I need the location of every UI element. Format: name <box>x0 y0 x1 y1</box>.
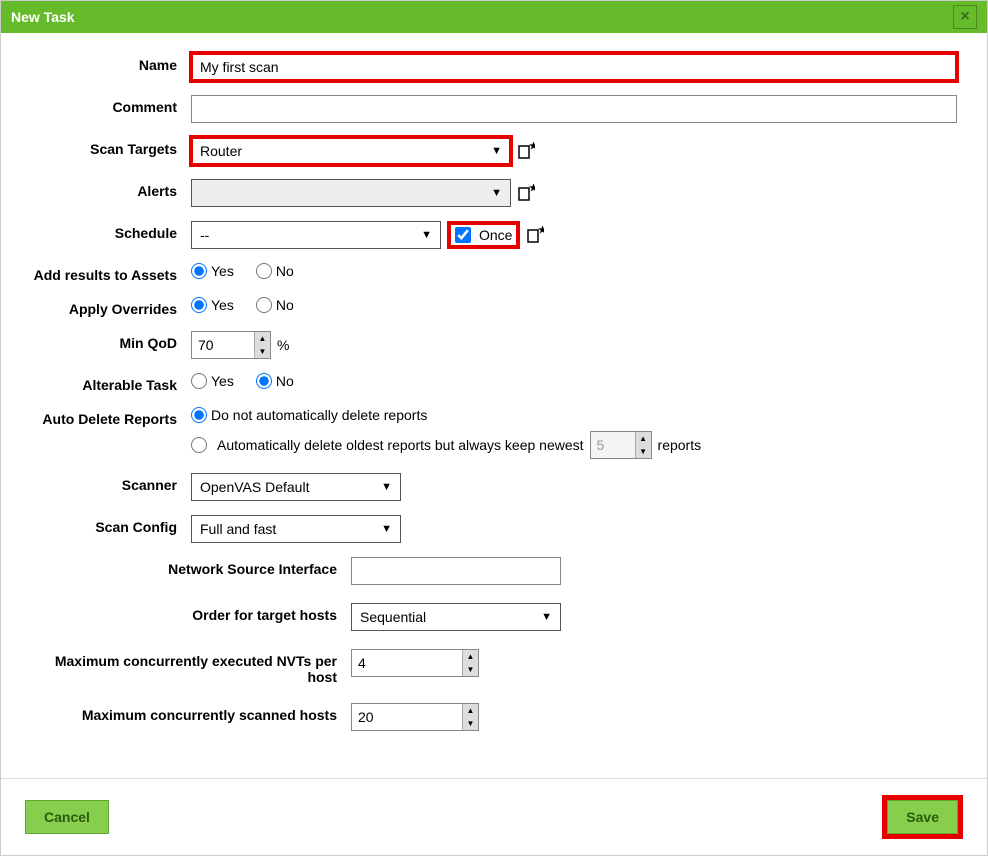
add-assets-yes[interactable]: Yes <box>191 263 234 279</box>
new-schedule-icon[interactable]: ★ <box>526 226 544 244</box>
scan-config-value: Full and fast <box>200 521 276 537</box>
chevron-down-icon: ▼ <box>491 187 502 199</box>
close-icon: × <box>960 9 969 25</box>
alterable-yes-radio[interactable] <box>191 373 207 389</box>
alterable-no[interactable]: No <box>256 373 294 389</box>
alterable-yes[interactable]: Yes <box>191 373 234 389</box>
overrides-yes-radio[interactable] <box>191 297 207 313</box>
max-nvts-label: Maximum concurrently executed NVTs per h… <box>31 649 351 685</box>
schedule-once-label: Once <box>479 227 512 243</box>
cancel-button[interactable]: Cancel <box>25 800 109 834</box>
add-assets-label: Add results to Assets <box>31 263 191 283</box>
scan-targets-select[interactable]: Router ▼ <box>191 137 511 165</box>
schedule-value: -- <box>200 227 209 243</box>
scanner-select[interactable]: OpenVAS Default ▼ <box>191 473 401 501</box>
dialog-header: New Task × <box>1 1 987 33</box>
spinner: ▲▼ <box>462 650 478 676</box>
spin-up[interactable]: ▲ <box>462 650 478 663</box>
add-assets-no-radio[interactable] <box>256 263 272 279</box>
spin-down[interactable]: ▼ <box>635 445 651 458</box>
chevron-down-icon: ▼ <box>421 229 432 241</box>
order-value: Sequential <box>360 609 426 625</box>
auto-delete-opt2-pre: Automatically delete oldest reports but … <box>217 437 584 453</box>
spin-up[interactable]: ▲ <box>254 332 270 345</box>
scan-targets-value: Router <box>200 143 242 159</box>
dialog-title: New Task <box>11 9 75 25</box>
min-qod-label: Min QoD <box>31 331 191 351</box>
order-label: Order for target hosts <box>31 603 351 623</box>
order-select[interactable]: Sequential ▼ <box>351 603 561 631</box>
chevron-down-icon: ▼ <box>541 611 552 623</box>
scanner-label: Scanner <box>31 473 191 493</box>
auto-delete-opt1-label: Do not automatically delete reports <box>211 407 427 423</box>
auto-delete-opt1-radio[interactable] <box>191 407 207 423</box>
svg-text:★: ★ <box>538 226 544 236</box>
chevron-down-icon: ▼ <box>381 481 392 493</box>
schedule-once-wrap: Once <box>447 221 520 249</box>
alerts-select[interactable]: ▼ <box>191 179 511 207</box>
svg-text:★: ★ <box>529 184 535 194</box>
schedule-once-checkbox[interactable] <box>455 227 471 243</box>
add-assets-yes-radio[interactable] <box>191 263 207 279</box>
max-nvts-wrap: ▲▼ <box>351 649 479 677</box>
spinner: ▲▼ <box>635 432 651 458</box>
comment-input[interactable] <box>191 95 957 123</box>
add-assets-no[interactable]: No <box>256 263 294 279</box>
schedule-label: Schedule <box>31 221 191 241</box>
name-label: Name <box>31 53 191 73</box>
auto-delete-opt2-radio[interactable] <box>191 437 207 453</box>
max-hosts-input[interactable] <box>352 704 462 730</box>
save-button[interactable]: Save <box>887 800 958 834</box>
apply-overrides-label: Apply Overrides <box>31 297 191 317</box>
name-input[interactable] <box>191 53 957 81</box>
scan-config-select[interactable]: Full and fast ▼ <box>191 515 401 543</box>
spinner: ▲▼ <box>462 704 478 730</box>
scan-targets-label: Scan Targets <box>31 137 191 157</box>
chevron-down-icon: ▼ <box>491 145 502 157</box>
save-highlight: Save <box>882 795 963 839</box>
min-qod-input[interactable] <box>192 332 254 358</box>
max-nvts-input[interactable] <box>352 650 462 676</box>
scan-config-label: Scan Config <box>31 515 191 535</box>
new-alert-icon[interactable]: ★ <box>517 184 535 202</box>
spin-down[interactable]: ▼ <box>254 345 270 358</box>
net-source-label: Network Source Interface <box>31 557 351 577</box>
spin-up[interactable]: ▲ <box>462 704 478 717</box>
auto-delete-opt2-post: reports <box>658 437 702 453</box>
max-hosts-label: Maximum concurrently scanned hosts <box>31 703 351 723</box>
spin-down[interactable]: ▼ <box>462 717 478 730</box>
net-source-input[interactable] <box>351 557 561 585</box>
comment-label: Comment <box>31 95 191 115</box>
spinner: ▲▼ <box>254 332 270 358</box>
overrides-no[interactable]: No <box>256 297 294 313</box>
max-hosts-wrap: ▲▼ <box>351 703 479 731</box>
new-task-dialog: New Task × Name Comment Scan Targets Rou… <box>0 0 988 856</box>
alerts-label: Alerts <box>31 179 191 199</box>
dialog-footer: Cancel Save <box>1 778 987 855</box>
svg-text:★: ★ <box>529 142 535 152</box>
close-button[interactable]: × <box>953 5 977 29</box>
dialog-body: Name Comment Scan Targets Router ▼ ★ <box>1 33 987 778</box>
schedule-select[interactable]: -- ▼ <box>191 221 441 249</box>
auto-delete-keep-wrap: ▲▼ <box>590 431 652 459</box>
chevron-down-icon: ▼ <box>381 523 392 535</box>
overrides-yes[interactable]: Yes <box>191 297 234 313</box>
auto-delete-keep-input[interactable] <box>591 432 635 458</box>
new-target-icon[interactable]: ★ <box>517 142 535 160</box>
spin-up[interactable]: ▲ <box>635 432 651 445</box>
scanner-value: OpenVAS Default <box>200 479 309 495</box>
alterable-no-radio[interactable] <box>256 373 272 389</box>
auto-delete-label: Auto Delete Reports <box>31 407 191 427</box>
spin-down[interactable]: ▼ <box>462 663 478 676</box>
min-qod-input-wrap: ▲▼ <box>191 331 271 359</box>
overrides-no-radio[interactable] <box>256 297 272 313</box>
alterable-label: Alterable Task <box>31 373 191 393</box>
min-qod-unit: % <box>277 337 289 353</box>
